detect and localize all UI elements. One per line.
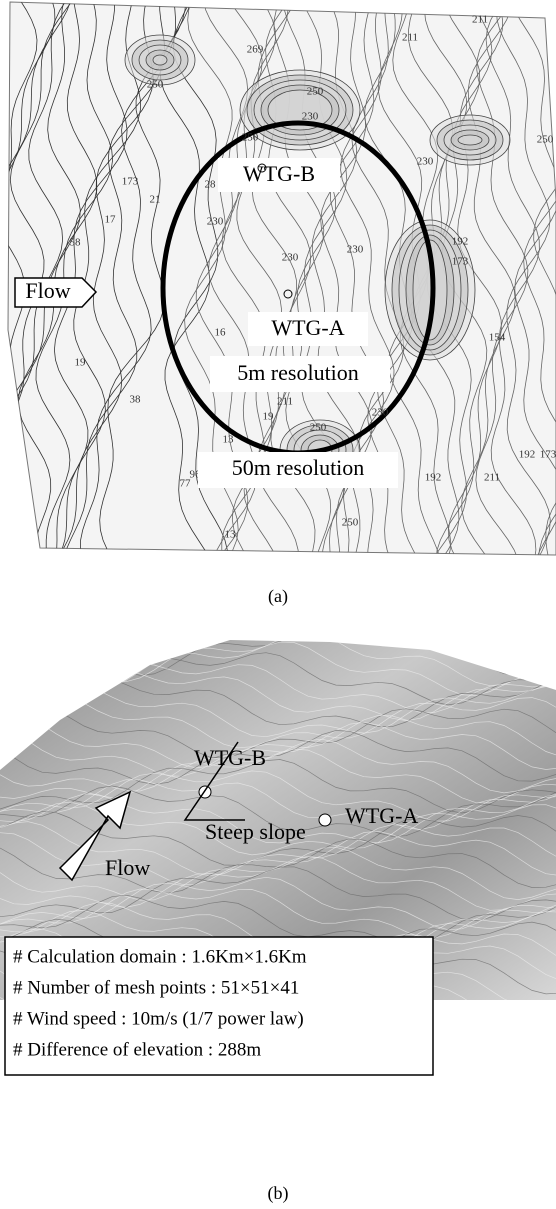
contour-label: 173 [452,256,469,268]
contour-label: 192 [519,449,536,461]
contour-label: 13 [223,434,235,446]
contour-label: 250 [537,134,554,146]
contour-label: 230 [302,111,319,123]
contour-label: 58 [70,237,82,249]
contour-ring [458,135,482,145]
contour-label: 230 [347,244,364,256]
contour-label: 230 [282,252,299,264]
contour-label: 192 [452,236,469,248]
contour-label: 173 [122,176,139,188]
contour-label: 250 [147,79,164,91]
panel-b: WTG-B WTG-A Steep slope Flow # Calculati… [0,623,556,1205]
steep-slope: Steep slope [205,819,306,844]
wtg-a: WTG-A [271,315,344,340]
contour-label: 192 [425,472,442,484]
contour-label: 28 [205,179,217,191]
panel-a: 211 211 269 250 250 230 250 250 230 173 21 28 17 230 5… [0,0,556,607]
info-line: # Difference of elevation : 288m [13,1039,261,1060]
contour-label: 211 [484,472,500,484]
contour-label: 250 [342,517,359,529]
contour-label: 19 [263,411,275,423]
contour-label: 21 [150,194,161,206]
contour-label: 13 [225,529,237,541]
contour-label: 19 [75,357,87,369]
contour-label: 250 [307,86,324,98]
caption: (a) [268,586,288,607]
contour-label: 16 [215,327,227,339]
figure: 211 211 269 250 250 230 250 250 230 173 21 28 17 230 5… [0,0,556,1209]
contour-label: 173 [540,449,556,461]
contour-label: 211 [277,396,293,408]
fine-resolution: 5m resolution [237,360,359,385]
contour-ring [153,55,167,65]
contour-label: 230 [417,156,434,168]
info-line: # Number of mesh points : 51×51×41 [13,977,299,998]
coarse-resolution: 50m resolution [232,455,365,480]
contour-label: 154 [489,332,506,344]
contour-label: 230 [207,216,224,228]
turbine [319,814,331,826]
page: {"panel_a": {"caption": "(a)", "flow": "… [0,0,556,1209]
flow-label: Flow [105,855,150,880]
contour-label: 230 [372,407,389,419]
contour-label: 211 [402,32,418,44]
wtg-b: WTG-B [243,161,315,186]
info-line: # Wind speed : 10m/s (1/7 power law) [13,1008,304,1029]
contour-label: 250 [242,132,259,144]
contour-label: 77 [180,478,192,490]
contour-label: 211 [472,14,488,26]
contour-label: 269 [247,44,264,56]
caption: (b) [268,1183,289,1204]
contour-label: 17 [105,214,117,226]
contour-label: 38 [130,394,142,406]
wtg-a: WTG-A [345,803,418,828]
contour-label: 250 [310,422,327,434]
wtg-b: WTG-B [194,745,266,770]
flow-label: Flow [25,278,70,303]
info-line: # Calculation domain : 1.6Km×1.6Km [13,946,307,967]
